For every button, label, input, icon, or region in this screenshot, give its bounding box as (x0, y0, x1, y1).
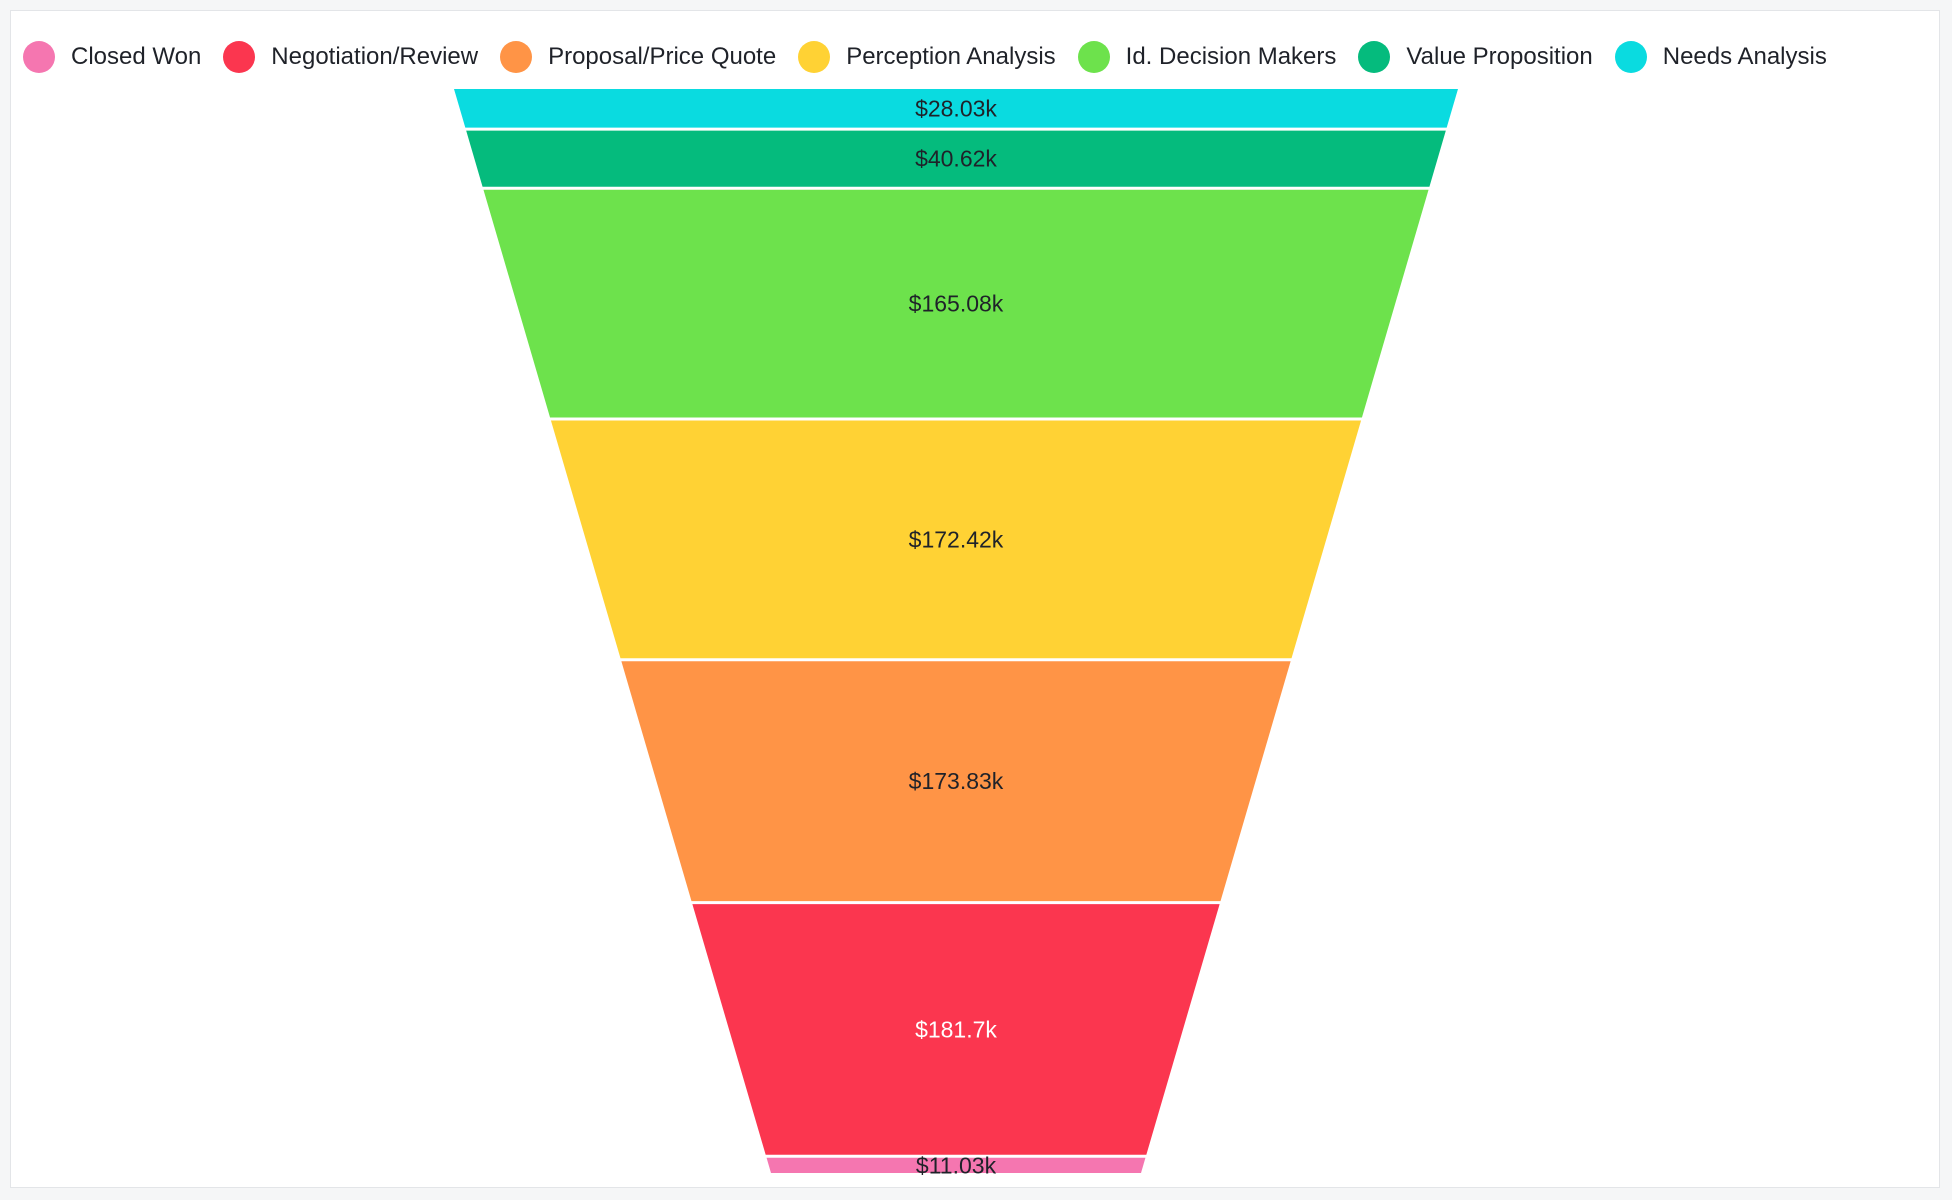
legend-dot-icon (223, 41, 256, 73)
legend-item[interactable]: Value Proposition (1358, 41, 1593, 73)
funnel-segment[interactable] (454, 89, 1458, 128)
funnel-value-label: $181.7k (915, 1016, 997, 1042)
legend-dot-icon (1358, 41, 1391, 73)
chart-card: Closed Won Negotiation/Review Proposal/Pri… (10, 10, 1940, 1188)
funnel-segment[interactable] (550, 420, 1362, 659)
legend-label: Negotiation/Review (271, 43, 479, 70)
chart-legend: Closed Won Negotiation/Review Proposal/Pri… (23, 35, 1849, 79)
legend-dot-icon (1077, 41, 1110, 73)
legend-dot-icon (1614, 41, 1647, 73)
funnel-value-label: $11.03k (916, 1152, 997, 1178)
legend-item[interactable]: Id. Decision Makers (1077, 41, 1337, 73)
funnel-segment[interactable] (766, 1157, 1146, 1173)
funnel-segment[interactable] (621, 661, 1291, 902)
legend-item[interactable]: Proposal/Price Quote (500, 41, 776, 73)
funnel-value-label: $165.08k (909, 291, 1004, 317)
legend-label: Value Proposition (1406, 43, 1593, 70)
legend-label: Perception Analysis (846, 43, 1056, 70)
legend-item[interactable]: Needs Analysis (1614, 41, 1827, 73)
legend-dot-icon (798, 41, 831, 73)
legend-label: Id. Decision Makers (1125, 43, 1337, 70)
funnel-segment[interactable] (466, 130, 1446, 187)
legend-dot-icon (23, 41, 55, 73)
funnel-chart: $28.03k $40.62k $165.08k $172.42k $173.83k $1… (454, 89, 1458, 1178)
funnel-value-label: $28.03k (915, 95, 997, 121)
legend-item[interactable]: Negotiation/Review (223, 41, 478, 73)
legend-dot-icon (500, 41, 533, 73)
legend-label: Closed Won (71, 43, 202, 70)
funnel-value-label: $40.62k (915, 146, 997, 172)
funnel-value-label: $172.42k (909, 526, 1004, 552)
legend-item[interactable]: Perception Analysis (798, 41, 1056, 73)
legend-label: Needs Analysis (1662, 43, 1827, 70)
legend-label: Proposal/Price Quote (548, 43, 777, 70)
legend-item[interactable]: Closed Won (23, 41, 201, 73)
funnel-segment[interactable] (692, 904, 1220, 1155)
funnel-segment[interactable] (483, 189, 1429, 418)
funnel-value-label: $173.83k (909, 768, 1004, 794)
